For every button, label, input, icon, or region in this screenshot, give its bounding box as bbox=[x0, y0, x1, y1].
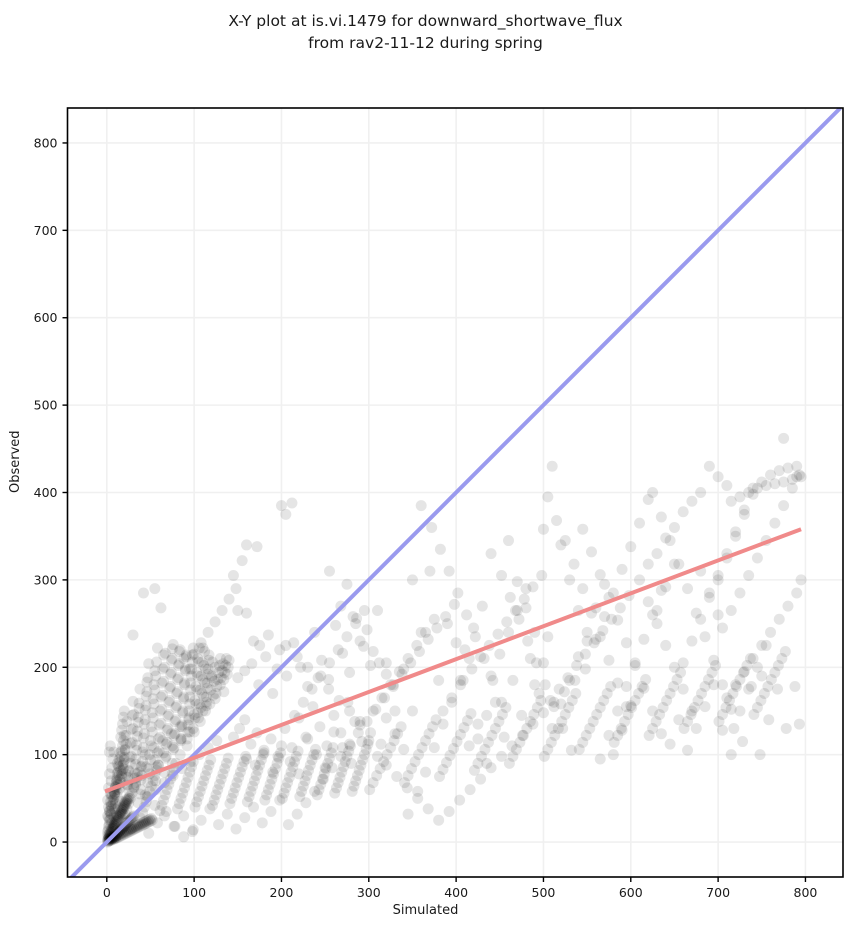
chart-title: X-Y plot at is.vi.1479 for downward_shor… bbox=[0, 10, 851, 55]
svg-text:800: 800 bbox=[34, 135, 58, 150]
chart-title-line-1: X-Y plot at is.vi.1479 for downward_shor… bbox=[228, 12, 623, 30]
svg-text:300: 300 bbox=[34, 572, 58, 587]
x-axis-label: Simulated bbox=[392, 903, 459, 918]
svg-text:200: 200 bbox=[270, 885, 294, 900]
x-tick-labels: 0 100 200 300 400 500 600 700 800 bbox=[103, 885, 818, 900]
scatter-points bbox=[102, 432, 807, 848]
svg-text:400: 400 bbox=[34, 485, 58, 500]
trend-lines bbox=[69, 108, 842, 877]
y-tick-labels: 0 100 200 300 400 500 600 700 800 bbox=[34, 135, 58, 849]
svg-text:800: 800 bbox=[794, 885, 818, 900]
svg-text:500: 500 bbox=[34, 398, 58, 413]
svg-text:700: 700 bbox=[34, 223, 58, 238]
axis-ticks bbox=[62, 142, 807, 882]
svg-text:100: 100 bbox=[34, 747, 58, 762]
svg-text:0: 0 bbox=[50, 835, 58, 850]
y-axis-label: Observed bbox=[8, 430, 23, 493]
svg-text:600: 600 bbox=[619, 885, 643, 900]
svg-text:600: 600 bbox=[34, 310, 58, 325]
svg-text:300: 300 bbox=[357, 885, 381, 900]
svg-text:700: 700 bbox=[706, 885, 730, 900]
svg-text:500: 500 bbox=[532, 885, 556, 900]
svg-text:200: 200 bbox=[34, 660, 58, 675]
svg-text:400: 400 bbox=[444, 885, 468, 900]
chart-title-line-2: from rav2-11-12 during spring bbox=[308, 34, 543, 53]
svg-text:0: 0 bbox=[103, 885, 111, 900]
svg-text:100: 100 bbox=[182, 885, 206, 900]
